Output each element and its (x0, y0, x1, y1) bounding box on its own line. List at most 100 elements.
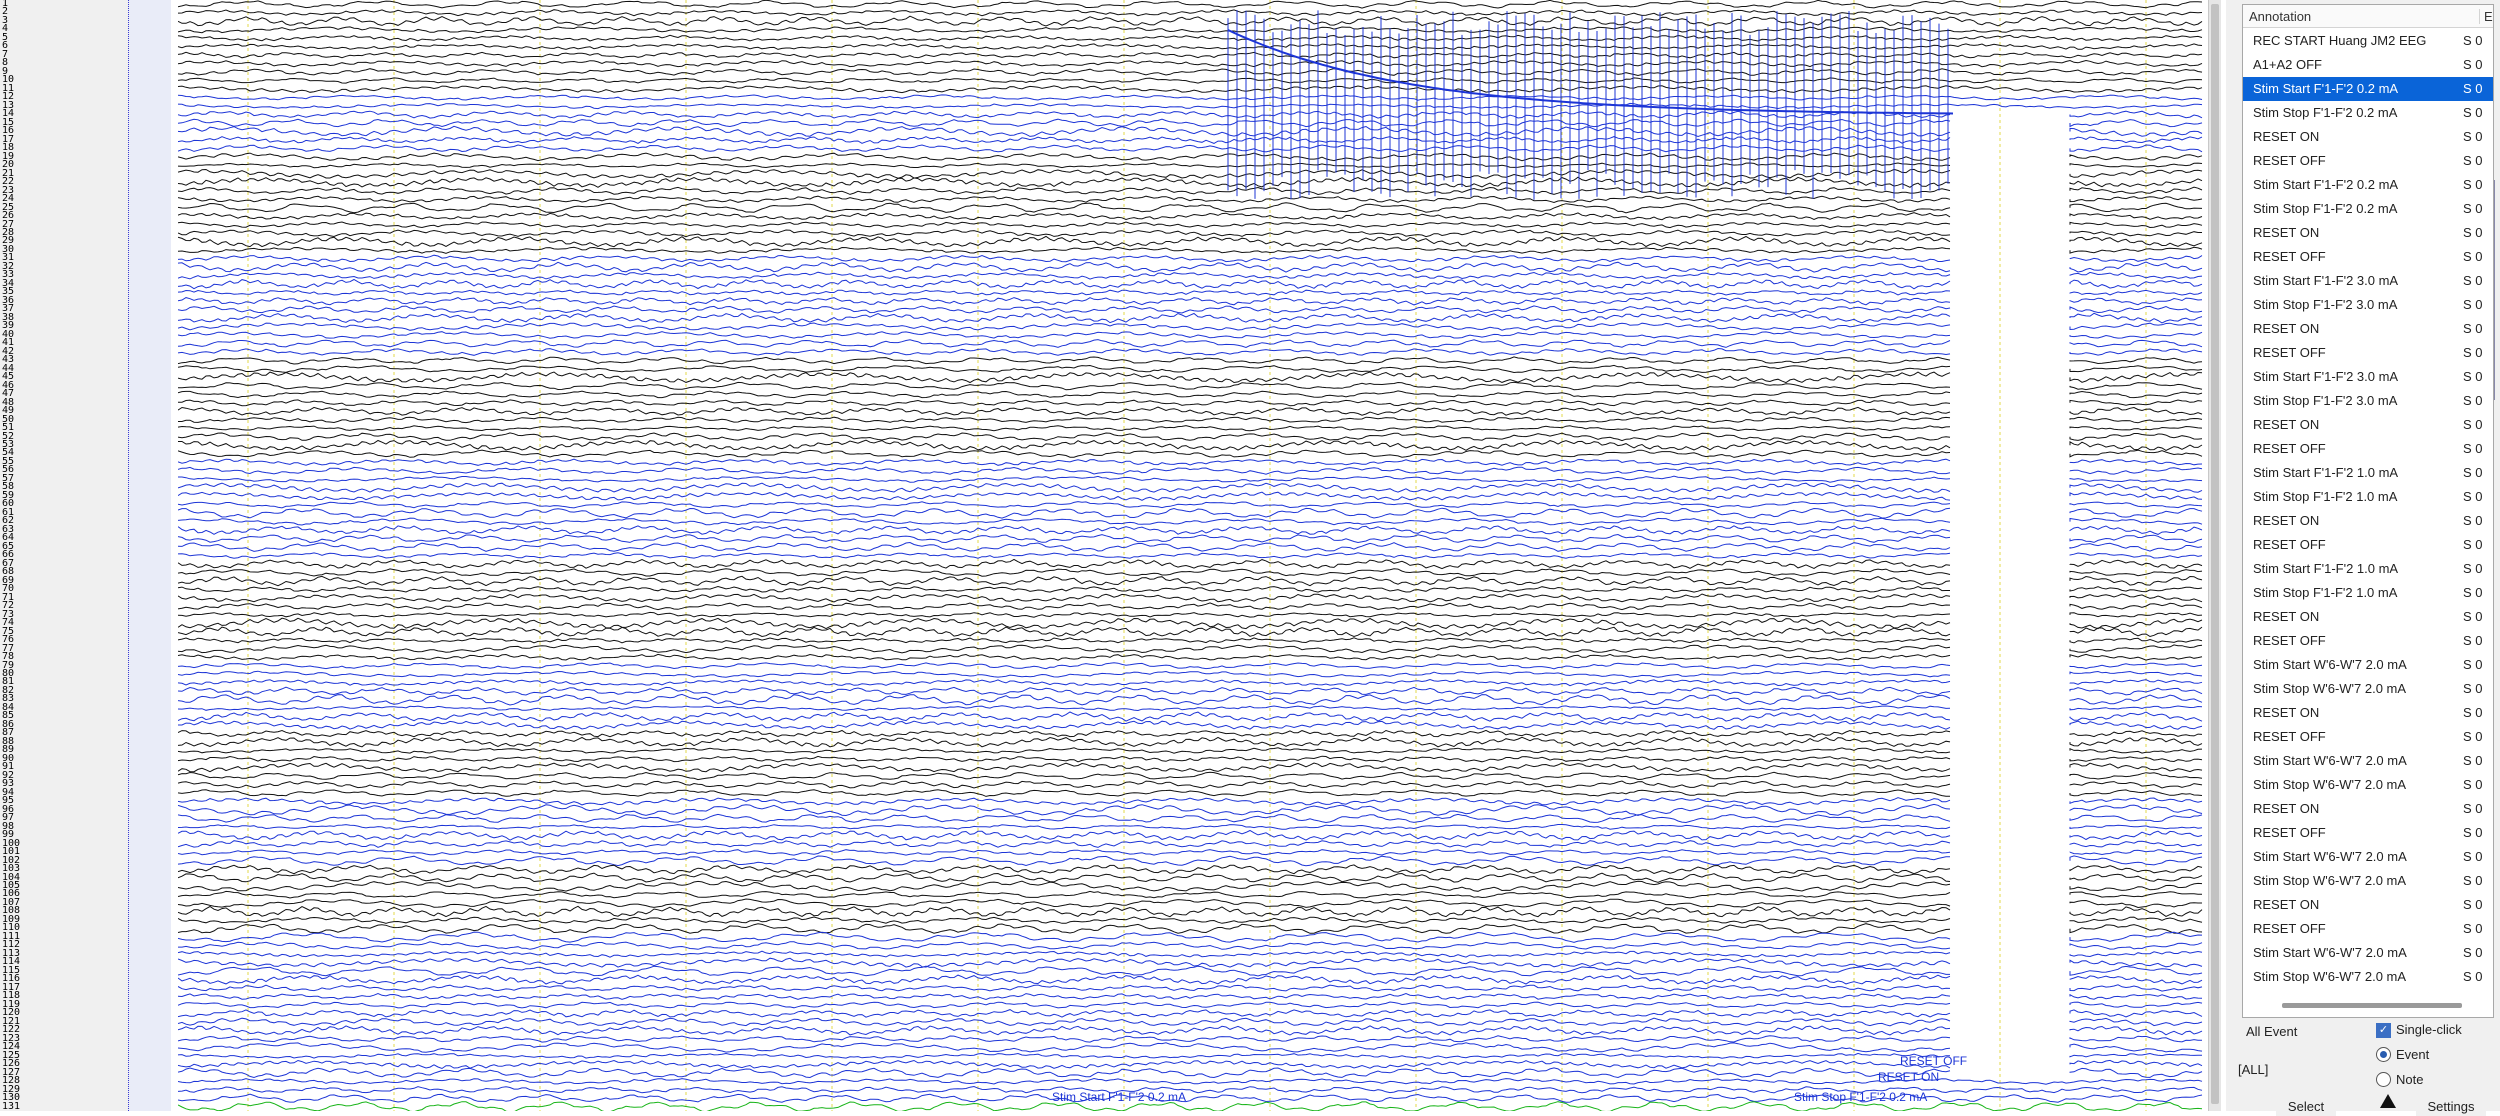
annotation-list-item[interactable]: Stim Start W'6-W'7 2.0 mA S 0 (2243, 845, 2493, 869)
annotation-list-item[interactable]: Stim Stop F'1-F'2 3.0 mA S 0 (2243, 293, 2493, 317)
annotation-item-text: Stim Start F'1-F'2 1.0 mA (2253, 465, 2399, 480)
annotation-list-item[interactable]: Stim Stop W'6-W'7 2.0 mA S 0 (2243, 869, 2493, 893)
eeg-channel-trace (178, 824, 2203, 830)
annotation-item-type: S 0 (2463, 129, 2483, 144)
channel-number-label: 120 (2, 1007, 21, 1019)
annotation-list-item[interactable]: REC START Huang JM2 EEG S 0 (2243, 29, 2493, 53)
trace-vertical-scrollbar[interactable] (2208, 0, 2221, 1111)
annotation-item-text: Stim Start F'1-F'2 3.0 mA (2253, 369, 2399, 384)
annotation-item-text: RESET ON (2253, 705, 2320, 720)
annotation-item-text: Stim Start F'1-F'2 3.0 mA (2253, 273, 2399, 288)
channel-number-label: 34 (2, 277, 15, 289)
up-arrow-icon[interactable] (2380, 1094, 2396, 1108)
annotation-item-type: S 0 (2463, 297, 2483, 312)
eeg-channel-trace (178, 974, 2203, 985)
annotation-list-item[interactable]: Stim Stop F'1-F'2 3.0 mA S 0 (2243, 389, 2493, 413)
annotation-list-item[interactable]: RESET ON S 0 (2243, 509, 2493, 533)
annotation-list-item[interactable]: Stim Start W'6-W'7 2.0 mA S 0 (2243, 653, 2493, 677)
channel-number-label: 106 (2, 888, 21, 900)
eeg-channel-trace (178, 941, 2203, 950)
annotation-list-item[interactable]: RESET OFF S 0 (2243, 533, 2493, 557)
channel-number-label: 33 (2, 269, 15, 281)
eeg-channel-trace (178, 356, 2203, 365)
trace-scroll-thumb[interactable] (2211, 4, 2219, 1104)
annotation-list-item[interactable]: RESET ON S 0 (2243, 893, 2493, 917)
annotation-list-item[interactable]: RESET ON S 0 (2243, 221, 2493, 245)
annotation-list-item[interactable]: RESET ON S 0 (2243, 797, 2493, 821)
channel-number-label: 39 (2, 320, 15, 332)
eeg-channel-trace (178, 762, 2203, 773)
annotation-list-item[interactable]: RESET OFF S 0 (2243, 245, 2493, 269)
annotation-list-item[interactable]: RESET OFF S 0 (2243, 629, 2493, 653)
eeg-channel-trace (178, 705, 2203, 712)
annotation-list-item[interactable]: Stim Start F'1-F'2 0.2 mA S 0 (2243, 173, 2493, 197)
annotation-item-type: S 0 (2463, 33, 2483, 48)
channel-number-label: 82 (2, 684, 15, 696)
annotation-list-header[interactable]: Annotation E (2243, 5, 2493, 28)
annotation-list-item[interactable]: RESET ON S 0 (2243, 413, 2493, 437)
annotation-list-item[interactable]: Stim Stop W'6-W'7 2.0 mA S 0 (2243, 965, 2493, 989)
eeg-channel-trace (178, 144, 2203, 153)
annotation-list-item[interactable]: Stim Stop W'6-W'7 2.0 mA S 0 (2243, 773, 2493, 797)
annotation-item-type: S 0 (2463, 873, 2483, 888)
annotation-list-hscroll[interactable] (2242, 1000, 2492, 1010)
annotation-list-item[interactable]: Stim Start W'6-W'7 2.0 mA S 0 (2243, 749, 2493, 773)
annotation-list-item[interactable]: Stim Stop F'1-F'2 0.2 mA S 0 (2243, 197, 2493, 221)
annotation-list-item[interactable]: RESET OFF S 0 (2243, 341, 2493, 365)
channel-number-label: 25 (2, 201, 15, 213)
channel-number-label: 4 (2, 23, 9, 35)
annotation-list-box[interactable]: Annotation E REC START Huang JM2 EEG S 0 A… (2242, 4, 2494, 1018)
eeg-channel-trace (178, 585, 2203, 593)
annotation-list-item[interactable]: Stim Start F'1-F'2 3.0 mA S 0 (2243, 269, 2493, 293)
select-button[interactable]: Select (2276, 1096, 2336, 1116)
event-radio[interactable] (2376, 1047, 2391, 1062)
annotation-list-item[interactable]: Stim Stop F'1-F'2 0.2 mA S 0 (2243, 101, 2493, 125)
note-radio[interactable] (2376, 1072, 2391, 1087)
eeg-channel-trace (178, 1017, 2203, 1027)
eeg-channel-trace (178, 254, 2203, 263)
annotation-list-item[interactable]: Stim Stop F'1-F'2 1.0 mA S 0 (2243, 485, 2493, 509)
channel-number-label: 13 (2, 99, 15, 111)
annotation-column-header-2[interactable]: E (2479, 9, 2493, 24)
channel-number-label: 20 (2, 159, 15, 171)
annotation-list-item[interactable]: A1+A2 OFF S 0 (2243, 53, 2493, 77)
channel-number-label: 116 (2, 973, 21, 985)
annotation-list-item[interactable]: Stim Start F'1-F'2 3.0 mA S 0 (2243, 365, 2493, 389)
annotation-item-text: RESET OFF (2253, 441, 2326, 456)
eeg-trace-area[interactable]: Stim Start F'1-F'2 0.2 mA Stim Stop F'1-… (178, 0, 2204, 1111)
annotation-list-item[interactable]: Stim Start W'6-W'7 2.0 mA S 0 (2243, 941, 2493, 965)
annotation-list-item[interactable]: RESET OFF S 0 (2243, 437, 2493, 461)
annotation-list-item[interactable]: RESET OFF S 0 (2243, 821, 2493, 845)
annotation-item-type: S 0 (2463, 609, 2483, 624)
annotation-list-item[interactable]: RESET OFF S 0 (2243, 917, 2493, 941)
channel-number-label: 44 (2, 362, 15, 374)
annotation-list-item[interactable]: Stim Start F'1-F'2 1.0 mA S 0 (2243, 461, 2493, 485)
channel-number-label: 124 (2, 1041, 21, 1053)
annotation-list-item[interactable]: RESET ON S 0 (2243, 605, 2493, 629)
settings-button[interactable]: Settings (2416, 1096, 2486, 1116)
annotation-item-text: Stim Stop F'1-F'2 0.2 mA (2253, 105, 2398, 120)
annotation-list-item[interactable]: RESET OFF S 0 (2243, 725, 2493, 749)
annotation-list-item[interactable]: Stim Start F'1-F'2 0.2 mA S 0 (2243, 77, 2493, 101)
annotation-hscroll-thumb[interactable] (2282, 1003, 2462, 1008)
annotation-list-item[interactable]: Stim Stop W'6-W'7 2.0 mA S 0 (2243, 677, 2493, 701)
annotation-list-item[interactable]: RESET ON S 0 (2243, 125, 2493, 149)
annotation-list-item[interactable]: Stim Stop F'1-F'2 1.0 mA S 0 (2243, 581, 2493, 605)
event-filter-value[interactable]: [ALL] (2238, 1062, 2269, 1077)
channel-number-label: 30 (2, 243, 15, 255)
channel-number-label: 23 (2, 184, 15, 196)
annotation-list-item[interactable]: RESET ON S 0 (2243, 701, 2493, 725)
annotation-list-item[interactable]: Stim Start F'1-F'2 1.0 mA S 0 (2243, 557, 2493, 581)
annotation-item-text: Stim Start W'6-W'7 2.0 mA (2253, 753, 2407, 768)
single-click-checkbox[interactable]: ✓ (2376, 1023, 2391, 1038)
annotation-list-item[interactable]: RESET OFF S 0 (2243, 149, 2493, 173)
annotation-item-text: RESET OFF (2253, 825, 2326, 840)
annotation-column-header[interactable]: Annotation (2249, 9, 2312, 24)
annotation-list-item[interactable]: RESET ON S 0 (2243, 317, 2493, 341)
eeg-channel-trace (178, 1059, 2203, 1070)
annotation-list[interactable]: REC START Huang JM2 EEG S 0 A1+A2 OFF S 0 St… (2243, 29, 2493, 989)
annotation-item-type: S 0 (2463, 177, 2483, 192)
annotation-item-text: REC START Huang JM2 EEG (2253, 33, 2427, 48)
eeg-traces-svg (178, 0, 2203, 1111)
eeg-channel-trace (178, 872, 2203, 883)
